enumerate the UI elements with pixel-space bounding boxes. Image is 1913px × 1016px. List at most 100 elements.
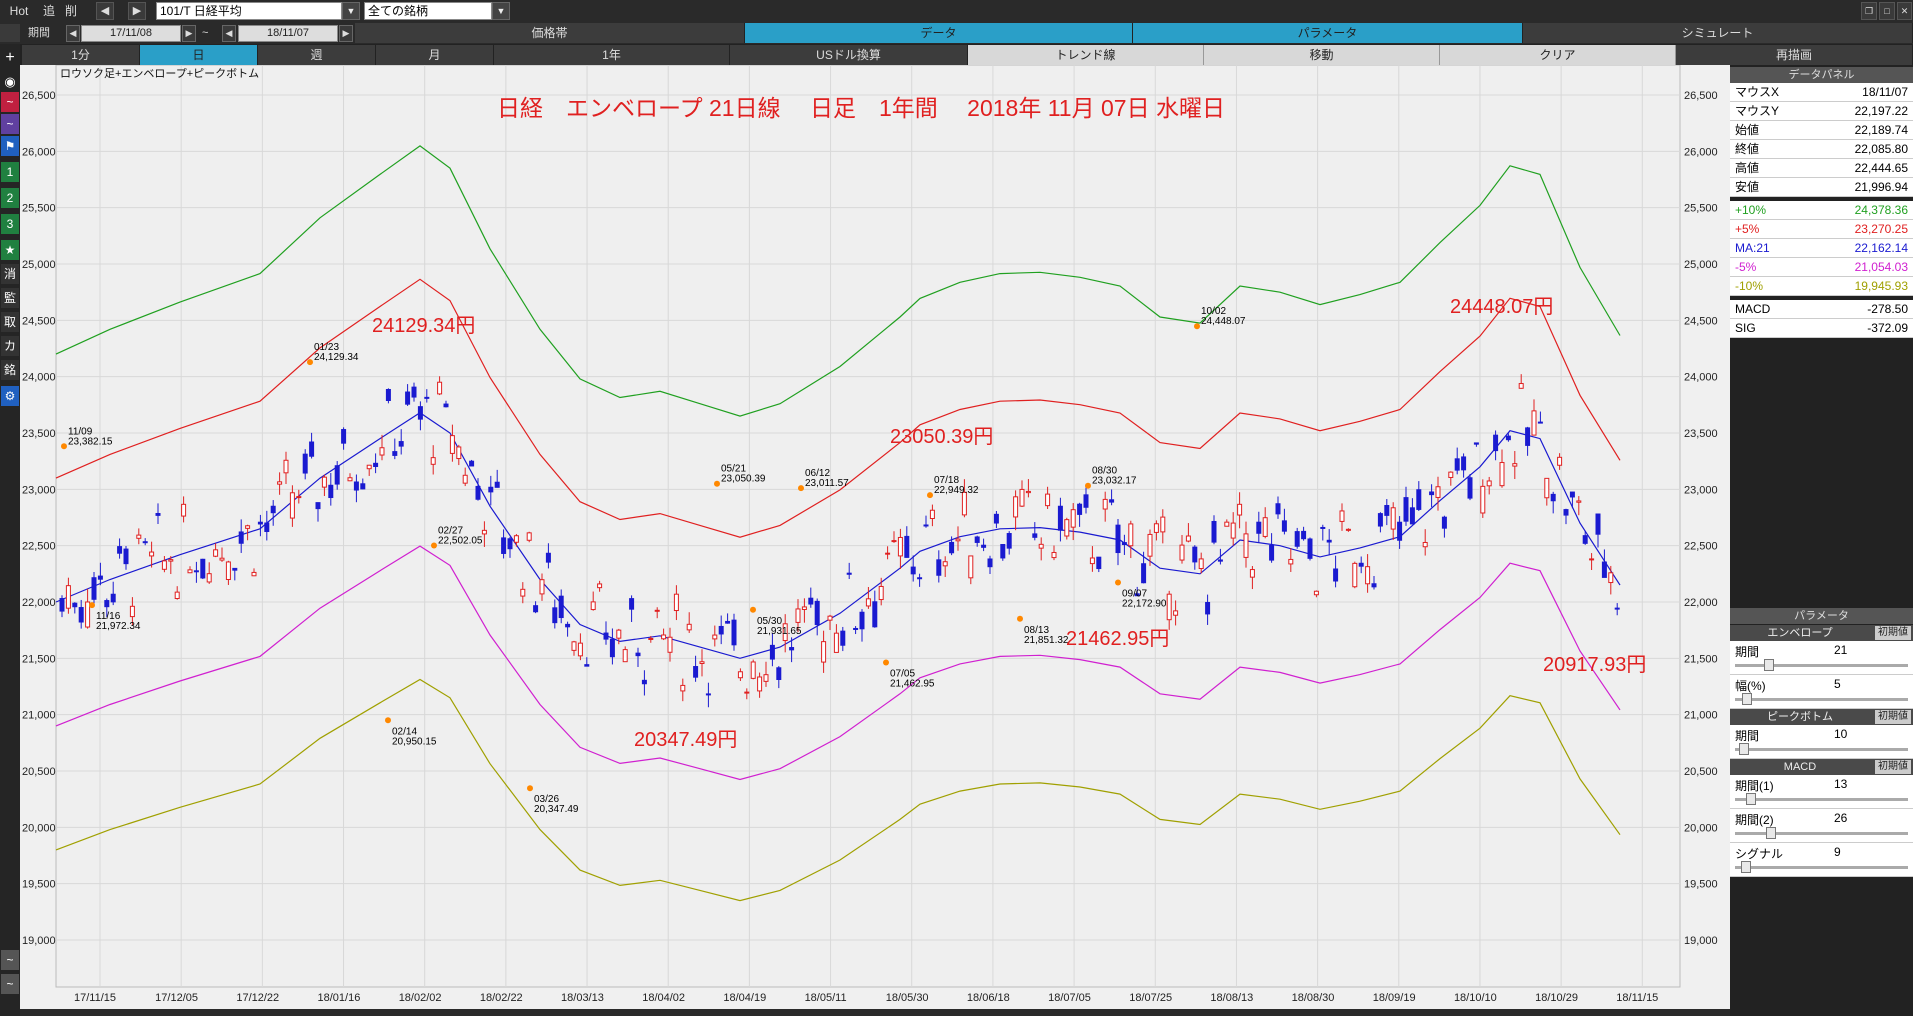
macd-reset-button[interactable]: 初期値 (1875, 760, 1911, 774)
universe-select[interactable]: 全ての銘柄 (364, 2, 492, 20)
peak-date-label: 07/18 (934, 475, 959, 486)
date-to-input[interactable]: 18/11/07 (238, 25, 338, 42)
candle-body (949, 541, 955, 554)
macd-signal-value[interactable]: 9 (1834, 845, 1841, 859)
sidebar-item-trade[interactable]: 取 (1, 312, 19, 332)
macd-signal-slider[interactable] (1741, 861, 1751, 873)
candle-body (648, 637, 654, 640)
data-row-label: 終値 (1735, 142, 1760, 156)
peak-period-value[interactable]: 10 (1834, 727, 1848, 741)
peak-period-slider[interactable] (1739, 743, 1749, 755)
macd-p2-value[interactable]: 26 (1834, 811, 1848, 825)
usd-convert-button[interactable]: USドル換算 (730, 45, 968, 65)
macd-p2-slider[interactable] (1766, 827, 1776, 839)
left-sidebar: + ◉ ~ ~ ⚑ 1 2 3 ★ 消 監 取 カ 銘 ⚙ ~ ~ (0, 44, 20, 1016)
y-tick-label-right: 24,000 (1684, 372, 1718, 384)
candle-body (1358, 562, 1364, 567)
envelope-width-slider[interactable] (1742, 693, 1752, 705)
y-tick-label-left: 20,500 (22, 766, 56, 778)
envelope-width-value[interactable]: 5 (1834, 677, 1841, 691)
move-button[interactable]: 移動 (1204, 45, 1440, 65)
interval-1min-button[interactable]: 1分 (22, 45, 140, 65)
envelope-period-value[interactable]: 21 (1834, 643, 1848, 657)
redraw-button[interactable]: 再描画 (1676, 45, 1913, 65)
candle-body (1525, 427, 1531, 446)
chart-svg[interactable]: 26,500 26,500 26,000 26,000 25,500 25,500 25,0… (20, 65, 1730, 1009)
candle-body (929, 509, 935, 520)
tab-price-band[interactable]: 価格帯 (355, 23, 745, 43)
data-row-label: -10% (1735, 279, 1764, 293)
sidebar-item-2[interactable]: 2 (1, 188, 19, 208)
candle-body (1019, 488, 1025, 507)
candle-body (97, 575, 103, 580)
hot-button[interactable]: Hot (9, 4, 29, 18)
camera-icon[interactable]: ◉ (4, 74, 16, 89)
envelope-reset-button[interactable]: 初期値 (1875, 626, 1911, 640)
x-tick-label: 18/09/19 (1373, 992, 1416, 1004)
candle-body (1070, 509, 1076, 528)
data-row-value: -372.09 (1867, 321, 1908, 335)
delete-button[interactable]: 削 (64, 4, 77, 18)
tab-data[interactable]: データ (745, 23, 1133, 43)
macd-signal-row: シグナル 9 (1730, 843, 1913, 877)
star-icon[interactable]: ★ (1, 240, 19, 260)
maximize-icon[interactable]: □ (1879, 2, 1895, 20)
back-icon[interactable]: ◀ (96, 2, 114, 20)
peak-date-label: 11/09 (68, 426, 93, 437)
search-icon[interactable] (0, 24, 20, 42)
line-chart-icon[interactable]: ~ (1, 92, 19, 112)
sidebar-item-3[interactable]: 3 (1, 214, 19, 234)
price-chart[interactable]: 26,500 26,500 26,000 26,000 25,500 25,500 25,0… (20, 65, 1730, 1016)
macd-p1-value[interactable]: 13 (1834, 777, 1848, 791)
flag-icon[interactable]: ⚑ (1, 136, 19, 156)
line-chart-icon[interactable]: ~ (1, 950, 19, 970)
interval-daily-button[interactable]: 日 (140, 45, 258, 65)
sidebar-item-erase[interactable]: 消 (1, 264, 19, 284)
peak-value-label: 23,050.39 (721, 474, 766, 485)
bottom-scrollbar[interactable] (20, 1009, 1730, 1016)
peak-reset-button[interactable]: 初期値 (1875, 710, 1911, 724)
candle-body (1243, 533, 1249, 558)
y-tick-label-right: 24,500 (1684, 315, 1718, 327)
date-to-prev-icon[interactable]: ◀ (222, 25, 236, 42)
interval-monthly-button[interactable]: 月 (376, 45, 494, 65)
date-from-next-icon[interactable]: ▶ (182, 25, 196, 42)
clear-button[interactable]: クリア (1440, 45, 1676, 65)
sidebar-item-symbol[interactable]: 銘 (1, 360, 19, 380)
candle-body (373, 462, 379, 468)
sidebar-item-watch[interactable]: 監 (1, 288, 19, 308)
add-button[interactable]: 追 (42, 4, 55, 18)
sidebar-item-1[interactable]: 1 (1, 162, 19, 182)
range-1year-button[interactable]: 1年 (494, 45, 730, 65)
trendline-button[interactable]: トレンド線 (968, 45, 1204, 65)
candle-body (168, 559, 174, 562)
interval-weekly-button[interactable]: 週 (258, 45, 376, 65)
candle-body (501, 537, 507, 554)
plus-icon[interactable]: + (5, 49, 15, 66)
candle-body (1531, 410, 1537, 436)
symbol-select[interactable]: 101/T 日経平均 (156, 2, 342, 20)
indicator-icon[interactable]: ~ (1, 974, 19, 994)
date-from-input[interactable]: 17/11/08 (81, 25, 181, 42)
envelope-period-slider[interactable] (1764, 659, 1774, 671)
date-from-prev-icon[interactable]: ◀ (66, 25, 80, 42)
candle-body (347, 477, 353, 482)
peak-marker (1194, 323, 1200, 330)
y-tick-label-left: 22,500 (22, 541, 56, 553)
macd-p1-slider[interactable] (1746, 793, 1756, 805)
close-icon[interactable]: ✕ (1897, 2, 1912, 20)
restore-icon[interactable]: ❐ (1861, 2, 1877, 20)
tab-simulate[interactable]: シミュレート (1523, 23, 1913, 43)
sidebar-item-ka[interactable]: カ (1, 336, 19, 356)
x-tick-label: 17/11/15 (74, 992, 116, 1004)
indicator-icon[interactable]: ~ (1, 114, 19, 134)
envelope-plus10-line (55, 145, 1621, 417)
date-to-next-icon[interactable]: ▶ (339, 25, 353, 42)
candle-body (737, 671, 743, 679)
chevron-down-icon[interactable]: ▼ (342, 2, 360, 20)
y-tick-label-right: 25,500 (1684, 203, 1718, 215)
tab-parameters[interactable]: パラメータ (1133, 23, 1523, 43)
gear-icon[interactable]: ⚙ (1, 386, 19, 406)
forward-icon[interactable]: ▶ (128, 2, 146, 20)
chevron-down-icon[interactable]: ▼ (492, 2, 510, 20)
